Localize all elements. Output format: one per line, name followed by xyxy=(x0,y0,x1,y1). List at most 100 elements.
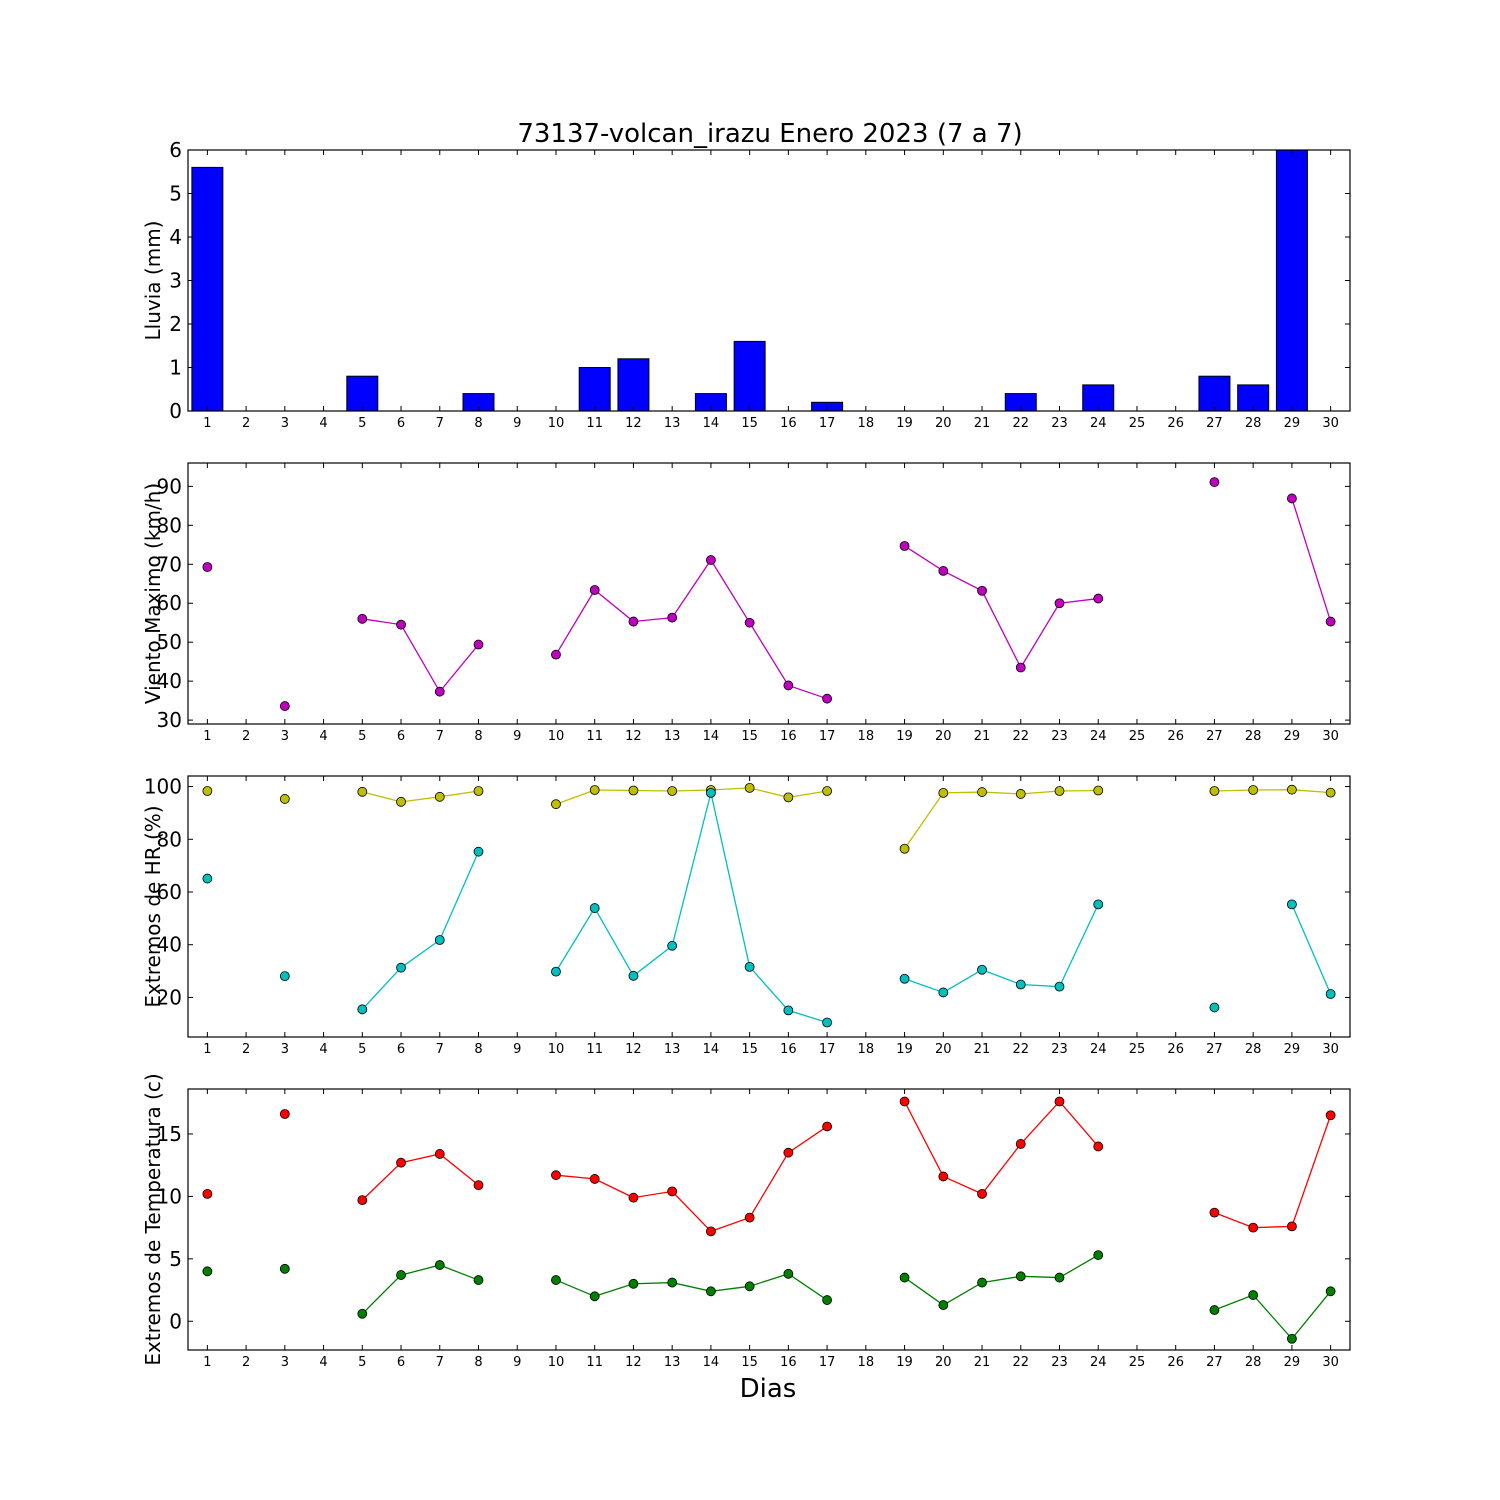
x-tick-label: 18 xyxy=(858,1355,875,1370)
series-2-point-day-13 xyxy=(667,940,678,951)
x-tick-label: 6 xyxy=(397,729,405,744)
x-tick-label: 1 xyxy=(203,729,211,744)
series-1-line xyxy=(904,789,1099,850)
x-tick-label: 4 xyxy=(319,1042,327,1057)
x-tick-label: 19 xyxy=(896,729,913,744)
series-1-point-day-27 xyxy=(1209,1207,1220,1218)
series-1-point-day-6 xyxy=(396,1157,406,1168)
x-tick-label: 27 xyxy=(1206,1355,1223,1370)
series-1-point-day-17 xyxy=(822,693,832,704)
series-1-point-day-8 xyxy=(473,639,484,650)
y-tick-label: 60 xyxy=(157,591,182,615)
series-1-line xyxy=(1291,498,1332,622)
x-tick-label: 19 xyxy=(896,1355,913,1370)
x-tick-label: 19 xyxy=(896,1042,913,1057)
series-1-point-day-17 xyxy=(822,1121,832,1132)
series-2-line xyxy=(1291,904,1332,995)
x-tick-label: 28 xyxy=(1245,729,1262,744)
panel-frame xyxy=(187,775,1351,1038)
series-1-point-day-1 xyxy=(202,786,213,796)
x-tick-label: 9 xyxy=(513,1355,521,1370)
series-1-point-day-22 xyxy=(1015,789,1026,799)
x-tick-label: 12 xyxy=(625,729,642,744)
series-1-point-day-8 xyxy=(473,1180,484,1191)
x-tick-label: 26 xyxy=(1167,1355,1184,1370)
x-tick-label: 5 xyxy=(358,1042,366,1057)
x-tick-label: 27 xyxy=(1206,416,1223,431)
series-1-line xyxy=(362,790,479,803)
x-tick-label: 28 xyxy=(1245,1355,1262,1370)
series-1-point-day-5 xyxy=(357,613,368,624)
x-tick-label: 18 xyxy=(858,1042,875,1057)
x-tick-label: 16 xyxy=(780,1355,797,1370)
x-tick-label: 21 xyxy=(974,729,991,744)
y-tick-label: 90 xyxy=(157,474,182,498)
series-1-point-day-3 xyxy=(279,794,290,804)
series-2-point-day-12 xyxy=(628,1278,639,1289)
series-1-point-day-1 xyxy=(202,1188,213,1199)
x-tick-label: 16 xyxy=(780,1042,797,1057)
x-tick-label: 20 xyxy=(935,729,952,744)
x-tick-label: 12 xyxy=(625,416,642,431)
x-tick-label: 12 xyxy=(625,1355,642,1370)
x-tick-label: 7 xyxy=(436,1355,444,1370)
series-1-point-day-6 xyxy=(396,619,406,630)
series-2-point-day-5 xyxy=(357,1308,368,1319)
x-tick-label: 25 xyxy=(1129,729,1146,744)
series-2-point-day-1 xyxy=(202,1266,213,1277)
y-tick-label: 10 xyxy=(157,1184,182,1208)
y-tick-label: 30 xyxy=(157,708,182,732)
series-1-point-day-24 xyxy=(1093,593,1104,604)
bar-day-27 xyxy=(1198,375,1231,411)
series-1-point-day-30 xyxy=(1325,787,1336,798)
series-1-point-day-19 xyxy=(899,843,910,854)
series-1-point-day-21 xyxy=(977,585,987,596)
x-tick-label: 20 xyxy=(935,416,952,431)
x-tick-label: 26 xyxy=(1167,729,1184,744)
series-1-line xyxy=(555,787,828,805)
x-tick-label: 15 xyxy=(741,729,758,744)
chart-title: 73137-volcan_irazu Enero 2023 (7 a 7) xyxy=(517,119,1022,149)
series-2-point-day-24 xyxy=(1093,1250,1104,1260)
series-2-point-day-8 xyxy=(473,846,484,857)
series-2-point-day-5 xyxy=(357,1004,368,1015)
series-1-point-day-30 xyxy=(1325,1110,1336,1121)
x-tick-label: 30 xyxy=(1322,729,1339,744)
series-2-point-day-28 xyxy=(1248,1290,1259,1300)
series-1-line xyxy=(1214,789,1331,794)
x-tick-label: 4 xyxy=(319,416,327,431)
series-1-point-day-12 xyxy=(628,616,639,627)
series-1-point-day-30 xyxy=(1325,616,1336,627)
x-tick-label: 1 xyxy=(203,416,211,431)
x-tick-label: 26 xyxy=(1167,1042,1184,1057)
x-tick-label: 28 xyxy=(1245,416,1262,431)
series-2-point-day-11 xyxy=(589,1291,600,1302)
x-tick-label: 17 xyxy=(819,1355,836,1370)
series-1-point-day-28 xyxy=(1248,1222,1259,1233)
series-1-point-day-6 xyxy=(396,796,406,807)
y-tick-label: 80 xyxy=(157,827,182,851)
series-2-point-day-19 xyxy=(899,1272,910,1283)
x-tick-label: 9 xyxy=(513,1042,521,1057)
x-tick-label: 1 xyxy=(203,1042,211,1057)
series-2-point-day-7 xyxy=(434,1260,445,1270)
x-tick-label: 8 xyxy=(474,729,482,744)
x-tick-label: 14 xyxy=(703,1042,720,1057)
series-1-point-day-24 xyxy=(1093,785,1104,796)
series-2-line xyxy=(361,851,480,1010)
series-2-point-day-22 xyxy=(1015,1271,1026,1282)
series-1-point-day-19 xyxy=(899,1096,910,1107)
series-1-point-day-11 xyxy=(589,585,600,595)
series-1-point-day-27 xyxy=(1209,477,1220,487)
x-tick-label: 29 xyxy=(1284,416,1301,431)
x-tick-label: 6 xyxy=(397,1355,405,1370)
series-2-point-day-1 xyxy=(202,873,213,884)
series-1-point-day-13 xyxy=(667,1186,678,1197)
bar-day-22 xyxy=(1004,393,1037,411)
y-tick-label: 40 xyxy=(157,933,182,957)
series-1-point-day-16 xyxy=(783,1147,794,1158)
x-tick-label: 3 xyxy=(281,1042,289,1057)
series-1-point-day-21 xyxy=(977,787,987,797)
y-tick-label: 100 xyxy=(144,775,182,799)
x-tick-label: 13 xyxy=(664,1042,681,1057)
